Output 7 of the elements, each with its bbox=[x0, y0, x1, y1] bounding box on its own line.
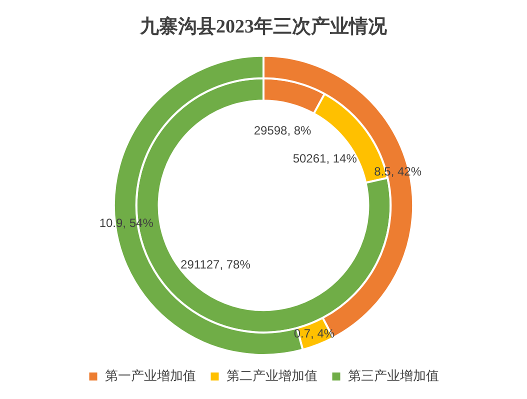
legend-label: 第三产业增加值 bbox=[348, 368, 439, 384]
data-label: 50261, 14% bbox=[292, 152, 358, 166]
data-label: 29598, 8% bbox=[254, 123, 312, 138]
legend-label: 第一产业增加值 bbox=[104, 368, 196, 384]
legend-label: 第二产业增加值 bbox=[226, 368, 318, 384]
chart-title: 九寨沟县2023年三次产业情况 bbox=[139, 15, 388, 38]
data-label: 291127, 78% bbox=[180, 258, 251, 272]
